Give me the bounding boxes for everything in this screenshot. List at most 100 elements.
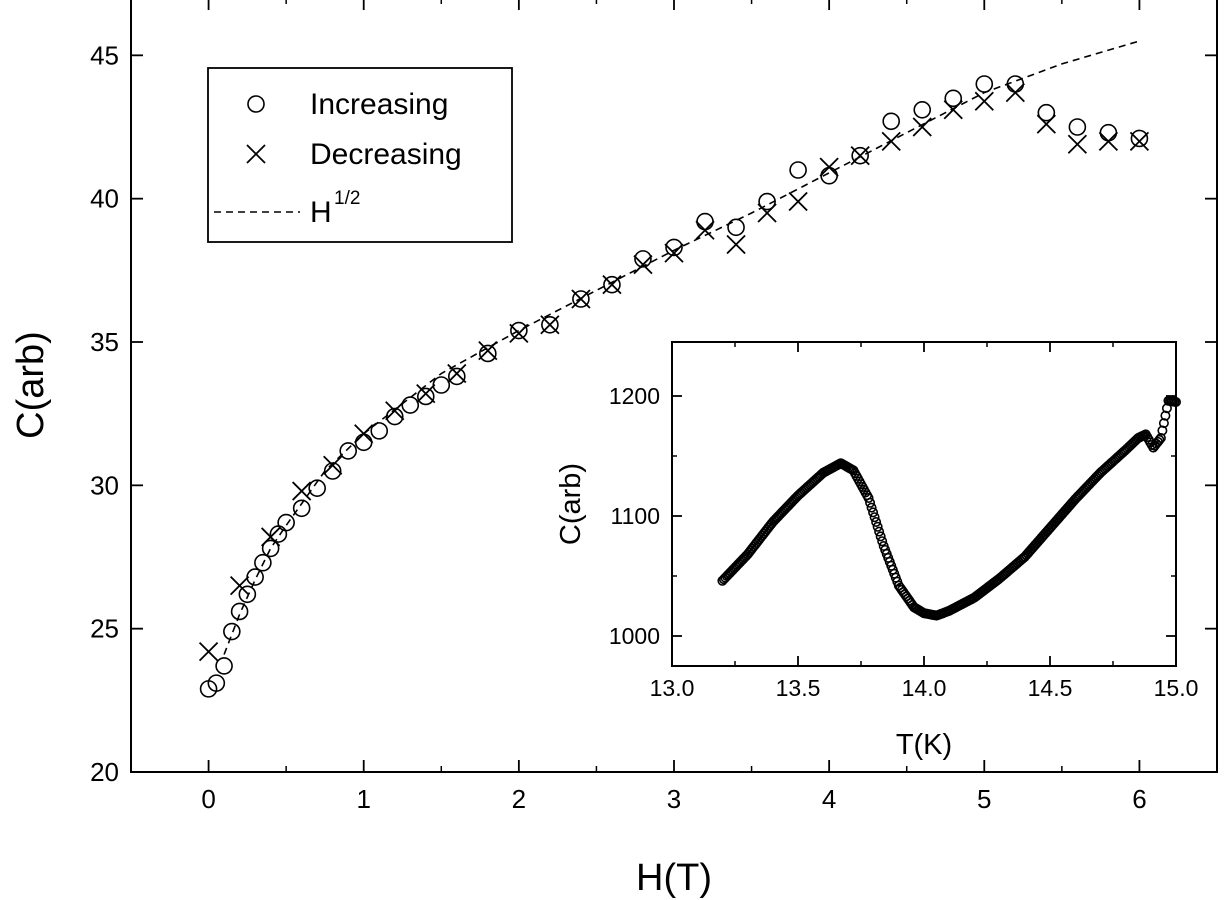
increasing-point <box>292 499 311 518</box>
decreasing-point-stroke-b <box>974 91 994 111</box>
decreasing-point-stroke-b <box>912 117 932 137</box>
increasing-point <box>913 101 932 119</box>
legend-decreasing-label: Decreasing <box>310 138 462 171</box>
increasing-point <box>758 192 776 211</box>
inset-x-tick-label: 13.0 <box>650 675 695 701</box>
decreasing-point <box>447 363 467 384</box>
increasing-point <box>1068 118 1087 136</box>
inset-point <box>866 502 877 513</box>
decreasing-point-stroke-b <box>757 203 777 223</box>
decreasing-point-stroke-b <box>385 401 405 421</box>
inset-x-tick-label: 15.0 <box>1154 675 1199 701</box>
decreasing-point <box>1067 134 1088 154</box>
decreasing-point <box>292 481 312 501</box>
decreasing-point <box>323 455 343 475</box>
increasing-point <box>308 479 326 498</box>
inset-x-tick-label: 13.5 <box>776 675 821 701</box>
increasing-point <box>975 75 994 93</box>
main-y-tick-label: 35 <box>90 327 119 357</box>
inset-plot: 13.0 13.5 14.0 14.5 15.0 1000 1100 1200 T(K) C(ar… <box>555 341 1199 761</box>
decreasing-point-stroke-b <box>1098 131 1119 151</box>
inset-point <box>869 512 880 523</box>
legend-increasing-label: Increasing <box>310 88 448 121</box>
decreasing-point <box>881 131 901 151</box>
inset-point <box>865 497 876 508</box>
main-y-tick-label: 45 <box>90 40 119 70</box>
decreasing-point <box>602 275 622 295</box>
legend-decreasing-marker-stroke-b <box>246 144 266 164</box>
inset-y-tick-label: 1200 <box>609 383 660 409</box>
decreasing-point <box>974 91 994 111</box>
decreasing-point-stroke-b <box>323 455 343 475</box>
inset-point <box>868 507 879 518</box>
decreasing-point <box>1036 114 1056 134</box>
decreasing-point <box>198 641 219 662</box>
decreasing-point-stroke-b <box>229 576 250 596</box>
decreasing-point <box>726 234 746 255</box>
inset-point <box>1171 396 1182 407</box>
increasing-point <box>370 422 389 440</box>
decreasing-point <box>478 340 498 361</box>
increasing-point <box>323 462 342 480</box>
increasing-point <box>254 553 272 572</box>
inset-x-tick-label: 14.5 <box>1028 675 1073 701</box>
decreasing-point <box>385 401 405 421</box>
increasing-point <box>882 112 901 131</box>
legend-decreasing-marker <box>246 144 266 164</box>
decreasing-point-stroke-b <box>788 191 808 212</box>
inset-point <box>872 521 883 532</box>
decreasing-point-stroke-b <box>571 289 591 309</box>
increasing-point <box>479 344 497 363</box>
decreasing-point <box>850 146 870 166</box>
increasing-point <box>416 387 435 406</box>
decreasing-point-stroke-b <box>695 220 715 240</box>
inset-point <box>877 536 888 547</box>
decreasing-point <box>633 254 653 275</box>
increasing-point <box>261 539 280 558</box>
increasing-point <box>223 622 241 641</box>
increasing-point <box>1037 103 1056 122</box>
decreasing-point <box>1005 82 1025 103</box>
series-h-half-line <box>223 40 1140 655</box>
inset-point <box>874 526 885 537</box>
main-x-tick-label: 5 <box>977 784 991 814</box>
increasing-point <box>401 396 420 414</box>
increasing-point <box>339 442 358 460</box>
decreasing-point-stroke-b <box>881 131 901 151</box>
main-y-tick-label: 20 <box>90 757 119 787</box>
decreasing-point <box>509 323 529 344</box>
increasing-point <box>215 657 233 675</box>
increasing-point <box>572 290 590 308</box>
increasing-point <box>789 161 807 179</box>
main-x-tick-label: 4 <box>822 784 836 814</box>
decreasing-point-stroke-b <box>850 146 870 166</box>
increasing-point <box>603 275 621 294</box>
inset-y-axis-title: C(arb) <box>555 463 587 545</box>
decreasing-point-stroke-b <box>1129 131 1150 151</box>
inset-point <box>871 516 882 527</box>
main-x-axis-title: H(T) <box>636 857 712 899</box>
decreasing-point-stroke-b <box>509 323 529 344</box>
decreasing-point <box>664 243 684 263</box>
decreasing-point <box>912 117 932 137</box>
main-y-tick-label: 30 <box>90 470 119 500</box>
increasing-point <box>727 218 745 237</box>
decreasing-point-stroke-b <box>292 481 312 501</box>
decreasing-point <box>416 383 436 404</box>
inset-x-axis-title: T(K) <box>896 729 952 761</box>
main-x-tick-label: 0 <box>201 784 215 814</box>
decreasing-point-stroke-b <box>1005 82 1025 103</box>
increasing-point <box>510 321 528 340</box>
legend: Increasing Decreasing H 1/2 <box>207 67 513 243</box>
increasing-point <box>432 376 451 394</box>
decreasing-point-stroke-b <box>943 100 963 120</box>
legend-increasing-marker <box>247 95 265 113</box>
decreasing-point <box>540 315 560 335</box>
decreasing-point <box>229 576 250 596</box>
inset-point <box>1154 434 1165 445</box>
decreasing-point-stroke-b <box>1067 134 1088 154</box>
increasing-point <box>696 212 714 231</box>
increasing-point <box>447 367 466 386</box>
